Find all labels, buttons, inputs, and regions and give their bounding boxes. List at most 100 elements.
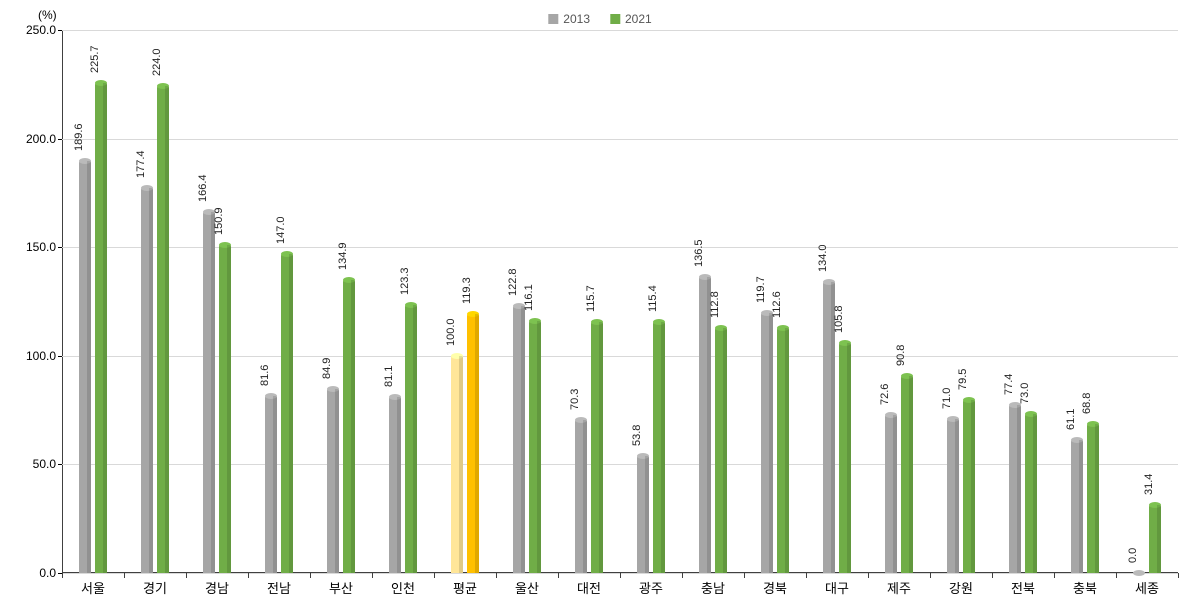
bar-shade [397, 397, 401, 573]
bar-shade [599, 322, 603, 573]
bar-2013: 136.5 [699, 277, 711, 573]
bar-shade [645, 456, 649, 573]
bar-shade [413, 305, 417, 573]
bar-2013: 71.0 [947, 419, 959, 573]
bar-datalabel: 71.0 [941, 387, 953, 408]
bar-datalabel: 72.6 [879, 384, 891, 405]
bar-2021: 112.8 [715, 328, 727, 573]
bar-group: 71.0 79.5 [947, 30, 975, 573]
bar-shade [335, 389, 339, 573]
x-category-label: 평균 [453, 578, 477, 597]
bar-2013: 177.4 [141, 188, 153, 573]
bar-2021: 90.8 [901, 376, 913, 573]
legend-swatch-2021 [610, 14, 620, 24]
bar-datalabel: 100.0 [445, 318, 457, 346]
bar-group: 72.690.8 [885, 30, 913, 573]
y-tick-label: 150.0 [12, 240, 56, 254]
bar-datalabel: 105.8 [833, 306, 845, 334]
x-tick [558, 573, 559, 578]
x-category-label: 경기 [143, 578, 167, 597]
bar-datalabel: 134.9 [337, 242, 349, 270]
legend-item-2021: 2021 [610, 12, 652, 26]
bar-datalabel: 31.4 [1143, 473, 1155, 494]
bar-2013: 81.6 [265, 396, 277, 573]
x-tick [372, 573, 373, 578]
bar-2021: 123.3 [405, 305, 417, 573]
x-tick [434, 573, 435, 578]
bar-shade [103, 83, 107, 573]
chart-container: (%) 2013 2021 0.050.0100.0150.0200.0250.… [0, 0, 1200, 613]
bar-shade [211, 212, 215, 573]
bar-group: 122.8 116.1 [513, 30, 541, 573]
bar-2013: 119.7 [761, 313, 773, 573]
bar-2013: 70.3 [575, 420, 587, 573]
bar-2013: 100.0 [451, 356, 463, 573]
y-tick-label: 250.0 [12, 23, 56, 37]
y-tick-mark [58, 139, 62, 140]
bar-datalabel: 134.0 [817, 244, 829, 272]
legend: 2013 2021 [548, 12, 651, 26]
bar-2013: 166.4 [203, 212, 215, 573]
bar-datalabel: 177.4 [135, 150, 147, 178]
bar-datalabel: 115.4 [647, 286, 659, 313]
bar-shade [769, 313, 773, 573]
bar-datalabel: 0.0 [1127, 548, 1139, 563]
x-category-label: 전북 [1011, 578, 1035, 597]
y-axis-line [62, 30, 63, 573]
bar-2021: 116.1 [529, 321, 541, 573]
bar-shade [583, 420, 587, 573]
bar-2021: 119.3 [467, 314, 479, 573]
bar-shade [955, 419, 959, 573]
x-tick [62, 573, 63, 578]
x-tick [1054, 573, 1055, 578]
bar-2013: 84.9 [327, 389, 339, 573]
bar-group: 119.7 112.6 [761, 30, 789, 573]
bar-2021: 115.7 [591, 322, 603, 573]
x-category-label: 인천 [391, 578, 415, 597]
bar-datalabel: 53.8 [631, 425, 643, 446]
bar-2013: 81.1 [389, 397, 401, 573]
y-tick-mark [58, 30, 62, 31]
x-category-label: 충북 [1073, 578, 1097, 597]
bar-2013: 77.4 [1009, 405, 1021, 573]
bar-2013: 122.8 [513, 306, 525, 573]
bar-datalabel: 84.9 [321, 357, 333, 378]
bar-shade [1157, 505, 1161, 573]
legend-item-2013: 2013 [548, 12, 590, 26]
bar-datalabel: 115.7 [585, 285, 597, 312]
bar-group: 136.5 112.8 [699, 30, 727, 573]
x-category-label: 강원 [949, 578, 973, 597]
bar-2021: 112.6 [777, 328, 789, 573]
bar-shade [87, 161, 91, 573]
x-category-label: 광주 [639, 578, 663, 597]
bar-shade [475, 314, 479, 573]
x-category-label: 충남 [701, 578, 725, 597]
bar-datalabel: 224.0 [151, 49, 163, 77]
x-tick [682, 573, 683, 578]
bar-2013: 53.8 [637, 456, 649, 573]
x-category-label: 부산 [329, 578, 353, 597]
bar-group: 81.6147.0 [265, 30, 293, 573]
bar-2013: 61.1 [1071, 440, 1083, 573]
bar-datalabel: 122.8 [507, 269, 519, 297]
bar-2021: 79.5 [963, 400, 975, 573]
x-category-label: 대구 [825, 578, 849, 597]
y-tick-label: 200.0 [12, 132, 56, 146]
bar-2021: 115.4 [653, 322, 665, 573]
x-tick [806, 573, 807, 578]
y-tick-label: 100.0 [12, 349, 56, 363]
bar-group: 166.4150.9 [203, 30, 231, 573]
bar-datalabel: 70.3 [569, 389, 581, 410]
bar-group: 177.4 224.0 [141, 30, 169, 573]
plot-area: 0.050.0100.0150.0200.0250.0서울189.6225.7경… [62, 30, 1178, 573]
y-tick-label: 50.0 [12, 457, 56, 471]
bar-shade [785, 328, 789, 573]
bar-datalabel: 73.0 [1019, 383, 1031, 404]
bar-2021: 105.8 [839, 343, 851, 573]
bar-shade [661, 322, 665, 573]
bar-shade [537, 321, 541, 573]
x-category-label: 세종 [1135, 578, 1159, 597]
bar-shade [723, 328, 727, 573]
bar-datalabel: 119.7 [755, 276, 767, 303]
x-tick [186, 573, 187, 578]
